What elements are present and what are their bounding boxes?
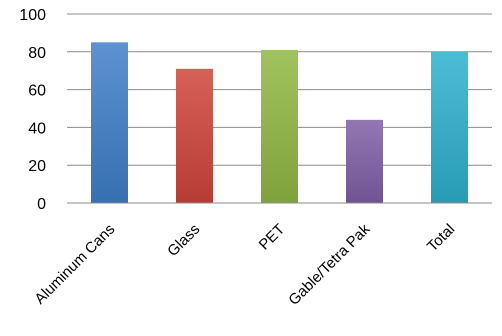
y-tick-label: 60	[28, 83, 46, 100]
y-tick-label: 0	[37, 196, 46, 213]
y-tick-label: 100	[19, 7, 46, 24]
y-tick-label: 20	[28, 158, 46, 175]
y-tick-label: 80	[28, 45, 46, 62]
bar-total	[431, 51, 468, 203]
x-category-label: PET	[256, 221, 289, 254]
bar-gable-tetra-pak	[346, 119, 383, 203]
y-axis-tick-labels: 0 20 40 60 80 100	[19, 7, 46, 213]
x-category-label: Total	[424, 221, 458, 255]
x-category-label: Aluminum Cans	[31, 221, 118, 308]
bars	[91, 42, 468, 203]
bar-pet	[261, 49, 298, 203]
bar-aluminum-cans	[91, 42, 128, 203]
x-category-label: Gable/Tetra Pak	[285, 220, 373, 308]
bar-glass	[176, 68, 213, 203]
y-tick-label: 40	[28, 120, 46, 137]
x-category-label: Glass	[164, 221, 203, 260]
